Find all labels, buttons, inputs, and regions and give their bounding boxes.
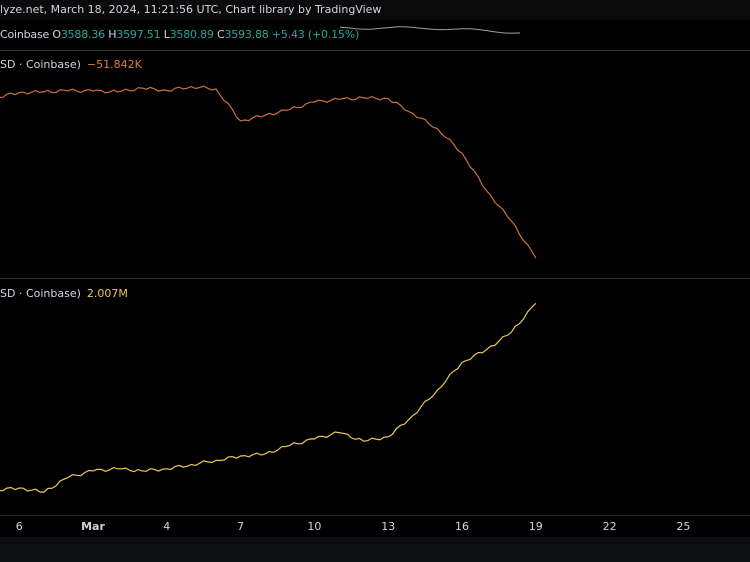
open-key: O: [52, 28, 61, 41]
pane2-series-line-0: [0, 302, 537, 493]
price-legend: Coinbase O3588.36 H3597.51 L3580.89 C359…: [0, 26, 359, 44]
close-key: C: [217, 28, 225, 41]
close-value: 3593.88: [224, 28, 269, 41]
time-tick-label-2: 4: [163, 520, 171, 533]
pane-separator-2[interactable]: [0, 278, 750, 279]
high-value: 3597.51: [116, 28, 161, 41]
bottom-strip: [0, 537, 750, 562]
time-tick-label-3: 7: [237, 520, 245, 533]
time-tick-label-0: 6: [15, 520, 23, 533]
time-tick-label-5: 13: [381, 520, 396, 533]
change-value: +5.43 (+0.15%): [271, 28, 360, 41]
time-tick-label-1: Mar: [81, 520, 105, 533]
low-key: L: [163, 28, 170, 41]
pane-separator-1[interactable]: [0, 50, 750, 51]
time-axis[interactable]: 6Mar471013161922252: [0, 515, 750, 538]
pane1-series-line-0: [0, 85, 537, 259]
high-key: H: [108, 28, 117, 41]
price-series-line: [339, 26, 521, 34]
chart-area[interactable]: [0, 0, 750, 515]
pane1-legend: SD · Coinbase) −51.842K: [0, 57, 142, 73]
pane1-legend-name: SD · Coinbase): [0, 58, 81, 71]
time-tick-label-8: 22: [602, 520, 617, 533]
time-tick-label-4: 10: [307, 520, 322, 533]
pane1-legend-value: −51.842K: [86, 58, 142, 71]
symbol-exchange: Coinbase: [0, 28, 50, 41]
pane2-legend-value: 2.007M: [86, 287, 128, 300]
chart-caption: lyze.net, March 18, 2024, 11:21:56 UTC, …: [0, 0, 750, 20]
pane2-legend-name: SD · Coinbase): [0, 287, 81, 300]
pane2-legend: SD · Coinbase) 2.007M: [0, 286, 128, 302]
caption-text: lyze.net, March 18, 2024, 11:21:56 UTC, …: [0, 3, 382, 16]
time-tick-label-7: 19: [528, 520, 543, 533]
low-value: 3580.89: [169, 28, 214, 41]
time-tick-label-9: 25: [676, 520, 691, 533]
price-pane: Coinbase O3588.36 H3597.51 L3580.89 C359…: [0, 20, 750, 50]
time-tick-label-6: 16: [455, 520, 469, 533]
open-value: 3588.36: [60, 28, 105, 41]
